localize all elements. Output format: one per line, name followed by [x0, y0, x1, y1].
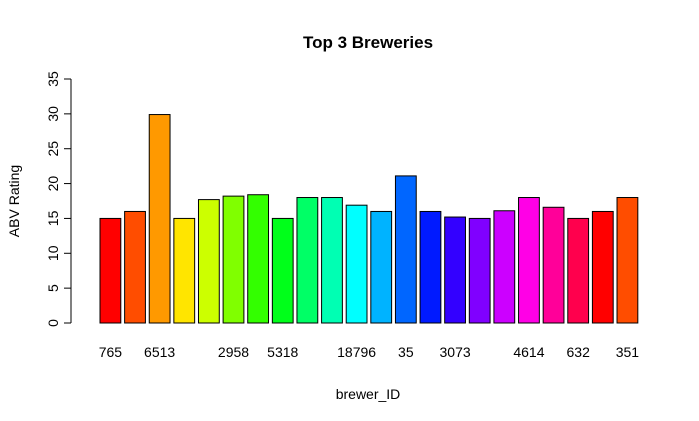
y-axis-label: ABV Rating	[6, 165, 22, 237]
x-tick-label: 18796	[337, 344, 376, 360]
bar	[444, 216, 466, 324]
y-tick-label: 0	[45, 319, 61, 327]
chart-title: Top 3 Breweries	[303, 33, 433, 52]
bar	[321, 197, 343, 324]
bar	[197, 199, 220, 324]
bar	[271, 217, 294, 324]
bar	[419, 210, 442, 324]
bar	[99, 217, 122, 324]
bar	[591, 210, 614, 324]
x-tick-label: 351	[616, 344, 640, 360]
bars-group	[99, 114, 639, 324]
bar	[616, 197, 639, 324]
bar	[222, 195, 245, 324]
x-tick-label: 632	[567, 344, 591, 360]
y-tick-label: 5	[45, 284, 61, 292]
x-tick-label: 4614	[513, 344, 544, 360]
x-tick-label: 35	[398, 344, 414, 360]
bar	[394, 175, 417, 324]
bar	[493, 210, 516, 324]
x-tick-label: 6513	[144, 344, 175, 360]
y-tick-label: 35	[45, 71, 61, 87]
bar	[370, 210, 393, 324]
x-tick-label: 5318	[267, 344, 298, 360]
x-tick-label: 3073	[440, 344, 471, 360]
y-tick-label: 10	[45, 245, 61, 261]
bar	[296, 197, 319, 324]
bar	[247, 194, 270, 324]
bar	[148, 114, 171, 324]
x-tick-labels: 765 6513 2958 5318 18796 35 3073 4614 632 351	[99, 344, 640, 360]
bar	[542, 206, 565, 324]
bar	[124, 210, 146, 324]
bar	[173, 217, 196, 324]
bar	[468, 217, 491, 324]
y-tick-label: 15	[45, 210, 61, 226]
x-tick-label: 2958	[218, 344, 249, 360]
bar	[518, 197, 540, 324]
y-axis: 0 5 10 15 20 25 30 35	[45, 71, 72, 327]
x-axis-label: brewer_ID	[336, 386, 401, 402]
y-tick-label: 30	[45, 106, 61, 122]
bar	[345, 204, 368, 324]
bar	[567, 217, 590, 324]
x-tick-label: 765	[99, 344, 123, 360]
y-tick-label: 20	[45, 176, 61, 192]
y-tick-label: 25	[45, 141, 61, 157]
